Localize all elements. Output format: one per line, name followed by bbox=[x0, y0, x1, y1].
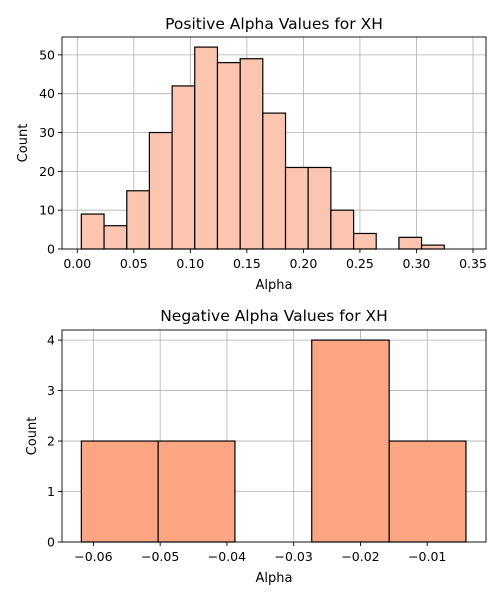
histogram-bar bbox=[80, 213, 105, 250]
chart-title: Negative Alpha Values for XH bbox=[160, 307, 388, 325]
histogram-bar bbox=[388, 440, 467, 543]
y-axis-label: Count bbox=[16, 124, 31, 163]
x-tick-label: 0.25 bbox=[346, 256, 374, 271]
y-tick-label: 20 bbox=[39, 164, 55, 179]
y-tick-label: 0 bbox=[47, 535, 55, 550]
histogram-bar bbox=[239, 58, 264, 250]
histogram-bar bbox=[330, 209, 355, 250]
chart-positive: 0.00 0.05 0.10 0.15 0.20 0.25 0.30 0.35 0 10 20 30 4… bbox=[16, 15, 487, 293]
x-axis-label: Alpha bbox=[256, 571, 293, 586]
x-tick-label: −0.04 bbox=[208, 549, 246, 564]
histogram-bar bbox=[311, 339, 390, 543]
histogram-bar bbox=[420, 244, 445, 250]
y-tick-label: 30 bbox=[39, 125, 55, 140]
histogram-bar bbox=[157, 440, 236, 543]
x-tick-label: 0.20 bbox=[289, 256, 317, 271]
plot-frame bbox=[61, 329, 487, 543]
x-tick-label: 0.05 bbox=[120, 256, 148, 271]
x-tick-label: 0.35 bbox=[459, 256, 487, 271]
histogram-bar bbox=[307, 166, 332, 250]
x-tick-label: −0.03 bbox=[275, 549, 313, 564]
y-tick-label: 0 bbox=[47, 242, 55, 257]
chart-negative: −0.06 −0.05 −0.04 −0.03 −0.02 −0.01 0 1 2 3 4 Negat… bbox=[25, 307, 487, 586]
y-tick-label: 1 bbox=[47, 484, 55, 499]
x-tick-label: 0.10 bbox=[176, 256, 204, 271]
y-tick-label: 40 bbox=[39, 86, 55, 101]
histogram-bar bbox=[171, 85, 196, 250]
histogram-bar bbox=[103, 225, 128, 250]
x-tick-label: −0.02 bbox=[341, 549, 379, 564]
x-tick-label: 0.30 bbox=[403, 256, 431, 271]
histogram-bar bbox=[284, 166, 309, 250]
y-tick-label: 4 bbox=[47, 333, 55, 348]
x-axis-label: Alpha bbox=[256, 278, 293, 293]
histogram-bar bbox=[352, 232, 377, 250]
y-tick-label: 50 bbox=[39, 47, 55, 62]
x-tick-label: −0.06 bbox=[74, 549, 112, 564]
x-tick-label: −0.01 bbox=[408, 549, 446, 564]
y-tick-label: 2 bbox=[47, 434, 55, 449]
histogram-bar bbox=[216, 62, 241, 250]
y-tick-label: 10 bbox=[39, 203, 55, 218]
histogram-bar bbox=[80, 440, 159, 543]
histogram-bar bbox=[262, 112, 287, 250]
y-tick-label: 3 bbox=[47, 383, 55, 398]
x-tick-label: 0.00 bbox=[63, 256, 91, 271]
histogram-bar bbox=[148, 131, 173, 250]
chart-title: Positive Alpha Values for XH bbox=[165, 15, 383, 33]
plot-frame bbox=[61, 36, 487, 250]
x-tick-label: −0.05 bbox=[141, 549, 179, 564]
histogram-bar bbox=[398, 236, 423, 250]
histogram-bar bbox=[126, 190, 151, 250]
y-axis-label: Count bbox=[25, 417, 40, 456]
histogram-bar bbox=[194, 46, 219, 250]
x-tick-label: 0.15 bbox=[233, 256, 261, 271]
